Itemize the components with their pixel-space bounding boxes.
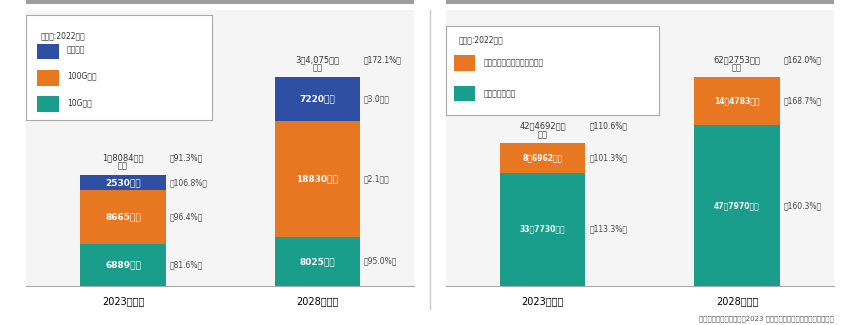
Text: 8兆6962億円: 8兆6962億円 [523, 153, 562, 162]
Bar [694, 125, 780, 286]
Text: 14兆4783億円: 14兆4783億円 [714, 97, 760, 106]
Bar [694, 77, 780, 125]
Text: 18830億円: 18830億円 [297, 175, 338, 183]
Bar [274, 77, 360, 121]
Text: 【172.1%】: 【172.1%】 [364, 55, 402, 64]
Text: 62兆2753億円: 62兆2753億円 [714, 55, 760, 64]
Text: 【91.3%】: 【91.3%】 [169, 153, 203, 162]
Text: 6889億円: 6889億円 [105, 260, 141, 269]
Text: 【2.1倍】: 【2.1倍】 [364, 175, 390, 183]
Text: 8025億円: 8025億円 [299, 257, 335, 266]
Text: 【95.0%】: 【95.0%】 [364, 257, 397, 266]
Text: 8665億円: 8665億円 [105, 213, 141, 222]
Text: 33兆7730億円: 33兆7730億円 [520, 225, 566, 234]
Text: 【106.8%】: 【106.8%】 [169, 178, 207, 187]
Text: 2530億円: 2530億円 [105, 178, 141, 187]
Text: 【162.0%】: 【162.0%】 [783, 55, 821, 64]
Text: 合計: 合計 [118, 162, 128, 171]
Text: 出典：富士キメラ総研「2023 光通信関連市場総調査」を基に作成: 出典：富士キメラ総研「2023 光通信関連市場総調査」を基に作成 [699, 315, 834, 322]
Bar [80, 190, 166, 244]
Bar [274, 121, 360, 237]
Text: 【96.4%】: 【96.4%】 [169, 213, 203, 222]
Text: 7220億円: 7220億円 [299, 94, 335, 103]
Text: 合計: 合計 [312, 63, 322, 72]
Bar [500, 173, 586, 286]
Text: 【160.3%】: 【160.3%】 [783, 201, 822, 210]
Bar [500, 143, 586, 173]
Text: 47兆7970億円: 47兆7970億円 [714, 201, 760, 210]
Text: 合計: 合計 [732, 63, 742, 72]
Text: 【81.6%】: 【81.6%】 [169, 260, 203, 269]
Text: 42兆4692億円: 42兆4692億円 [519, 122, 566, 131]
Text: 【168.7%】: 【168.7%】 [783, 97, 821, 106]
Text: 【113.3%】: 【113.3%】 [589, 225, 627, 234]
Text: 1兆8084億円: 1兆8084億円 [102, 153, 144, 162]
Text: 【101.3%】: 【101.3%】 [589, 153, 627, 162]
Bar [80, 244, 166, 286]
Text: 3兆4,075億円: 3兆4,075億円 [295, 55, 340, 64]
Text: 【3.0倍】: 【3.0倍】 [364, 94, 390, 103]
Text: 【110.6%】: 【110.6%】 [589, 122, 627, 131]
Text: 合計: 合計 [538, 130, 548, 139]
Bar [80, 175, 166, 190]
Bar [274, 237, 360, 286]
